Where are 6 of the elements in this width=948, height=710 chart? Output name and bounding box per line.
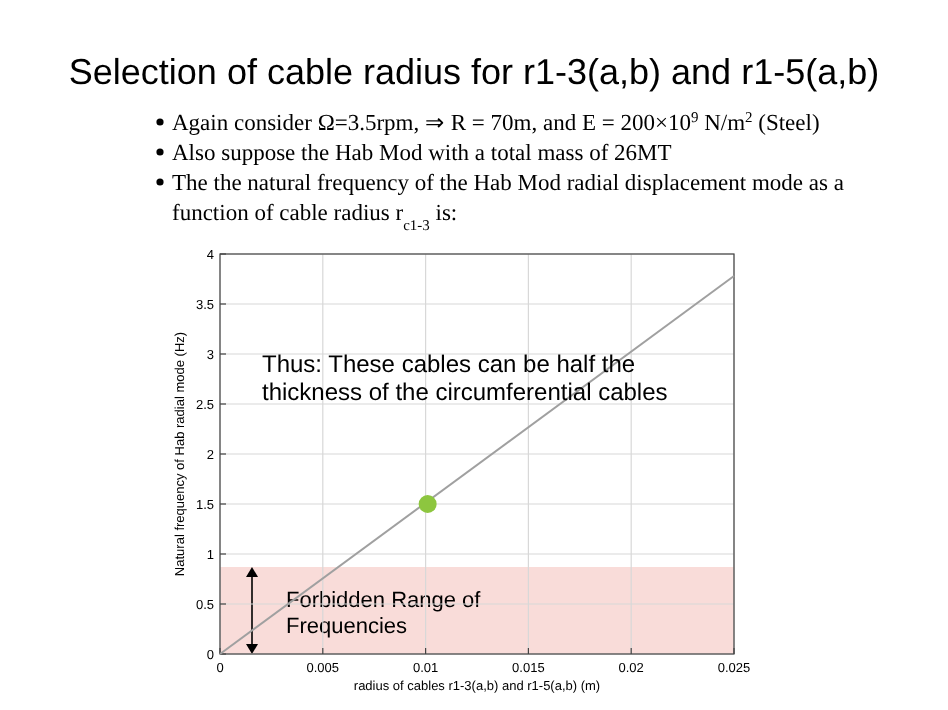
text: Also suppose the Hab Mod with a total mass of 26MT — [172, 142, 672, 166]
chart-title: Selection of cable radius for r1-3(a,b) and r1-5(a,b) — [68, 52, 880, 92]
band-label: Forbidden Range of Frequencies — [286, 588, 483, 639]
text: Again consider Ω=3.5rpm, ⇒ R = 70m, and E = 200×10$^{9}$ N/m$^{2}$ (Steel) — [172, 107, 820, 136]
text: The the natural frequency of the Hab Mod radial displacement mode as a function of cable radius r$_{c1-3}$ is: — [172, 172, 844, 233]
annotation: Thus: These cables can be half the thickness of the circumferential cables — [262, 350, 668, 406]
